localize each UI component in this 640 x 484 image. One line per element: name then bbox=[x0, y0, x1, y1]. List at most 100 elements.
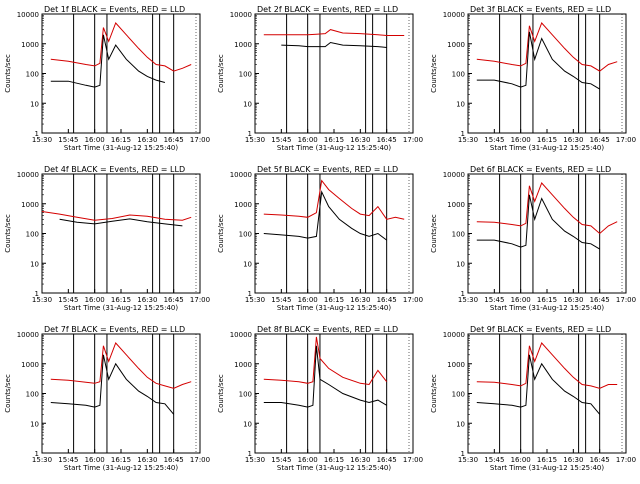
y-tick-label: 100 bbox=[452, 71, 465, 79]
lld-series-line bbox=[41, 211, 192, 221]
y-tick-label: 1 bbox=[35, 450, 39, 458]
x-tick-label: 16:30 bbox=[137, 136, 157, 144]
events-series-line bbox=[476, 31, 600, 90]
y-tick-label: 10000 bbox=[443, 331, 465, 339]
y-tick-label: 10000 bbox=[17, 171, 39, 179]
x-axis-title: Start Time (31-Aug-12 15:25:40) bbox=[64, 304, 178, 312]
x-tick-label: 16:00 bbox=[298, 136, 318, 144]
y-tick-label: 100 bbox=[452, 231, 465, 239]
x-tick-label: 15:30 bbox=[458, 296, 478, 304]
events-series-line bbox=[50, 354, 175, 415]
y-tick-label: 10 bbox=[243, 260, 252, 268]
y-tick-label: 10000 bbox=[230, 171, 252, 179]
lld-series-line bbox=[263, 29, 405, 36]
lld-series-line bbox=[476, 22, 618, 72]
y-tick-label: 10000 bbox=[443, 171, 465, 179]
panel-title: Det 8f BLACK = Events, RED = LLD bbox=[257, 325, 398, 334]
y-tick-label: 1 bbox=[248, 130, 252, 138]
panel-title: Det 9f BLACK = Events, RED = LLD bbox=[470, 325, 611, 334]
y-tick-label: 10 bbox=[456, 100, 465, 108]
y-tick-label: 10000 bbox=[230, 11, 252, 19]
panel-title: Det 3f BLACK = Events, RED = LLD bbox=[470, 5, 611, 14]
y-tick-label: 100 bbox=[452, 391, 465, 399]
x-tick-label: 15:30 bbox=[458, 456, 478, 464]
x-tick-label: 16:15 bbox=[111, 456, 131, 464]
x-axis-title: Start Time (31-Aug-12 15:25:40) bbox=[64, 464, 178, 472]
x-tick-label: 16:45 bbox=[377, 296, 397, 304]
y-tick-label: 100 bbox=[239, 391, 252, 399]
y-tick-label: 10 bbox=[30, 100, 39, 108]
x-tick-label: 16:00 bbox=[85, 296, 105, 304]
lld-series-line bbox=[263, 336, 388, 386]
plot-frame bbox=[467, 13, 627, 134]
y-tick-label: 10 bbox=[243, 100, 252, 108]
lld-series-line bbox=[263, 179, 405, 220]
panel-4: Det 4f BLACK = Events, RED = LLD 1 10 100 10… bbox=[4, 165, 210, 312]
x-tick-label: 16:30 bbox=[350, 296, 370, 304]
y-tick-label: 100 bbox=[239, 71, 252, 79]
plot-frame bbox=[254, 333, 414, 454]
panel-6: Det 6f BLACK = Events, RED = LLD 1 10 100 10… bbox=[430, 165, 636, 312]
x-tick-label: 15:45 bbox=[58, 296, 78, 304]
x-tick-label: 15:30 bbox=[245, 136, 265, 144]
x-tick-label: 16:15 bbox=[537, 456, 557, 464]
events-series-line bbox=[59, 218, 183, 227]
panel-title: Det 7f BLACK = Events, RED = LLD bbox=[44, 325, 185, 334]
x-tick-label: 16:00 bbox=[85, 136, 105, 144]
y-tick-label: 10 bbox=[30, 420, 39, 428]
y-tick-label: 100 bbox=[26, 391, 39, 399]
y-tick-label: 1 bbox=[35, 290, 39, 298]
y-axis-title: Counts/sec bbox=[430, 54, 438, 93]
y-tick-label: 1000 bbox=[447, 361, 465, 369]
events-series-line bbox=[281, 41, 387, 48]
x-tick-label: 16:00 bbox=[511, 296, 531, 304]
x-tick-label: 16:30 bbox=[563, 456, 583, 464]
x-tick-label: 15:30 bbox=[32, 136, 52, 144]
y-tick-label: 100 bbox=[239, 231, 252, 239]
x-tick-label: 17:00 bbox=[190, 136, 210, 144]
lld-series-line bbox=[50, 342, 192, 389]
events-series-line bbox=[263, 345, 387, 408]
x-tick-label: 17:00 bbox=[616, 296, 636, 304]
x-tick-label: 16:00 bbox=[85, 456, 105, 464]
x-tick-label: 16:00 bbox=[511, 456, 531, 464]
x-axis-title: Start Time (31-Aug-12 15:25:40) bbox=[64, 144, 178, 152]
x-tick-label: 16:45 bbox=[164, 136, 184, 144]
x-tick-label: 15:30 bbox=[245, 456, 265, 464]
panel-7: Det 7f BLACK = Events, RED = LLD 1 10 100 10… bbox=[4, 325, 210, 472]
y-axis-title: Counts/sec bbox=[217, 214, 225, 253]
panel-title: Det 1f BLACK = Events, RED = LLD bbox=[44, 5, 185, 14]
x-axis-title: Start Time (31-Aug-12 15:25:40) bbox=[277, 304, 391, 312]
y-axis-title: Counts/sec bbox=[217, 54, 225, 93]
y-tick-label: 10000 bbox=[443, 11, 465, 19]
plot-frame bbox=[467, 173, 627, 294]
y-tick-label: 1 bbox=[248, 290, 252, 298]
y-tick-label: 1 bbox=[35, 130, 39, 138]
panel-2: Det 2f BLACK = Events, RED = LLD 1 10 100 10… bbox=[217, 5, 423, 152]
plot-frame bbox=[254, 173, 414, 294]
y-tick-label: 10 bbox=[243, 420, 252, 428]
x-axis-title: Start Time (31-Aug-12 15:25:40) bbox=[490, 304, 604, 312]
y-tick-label: 10000 bbox=[230, 331, 252, 339]
plot-frame bbox=[467, 333, 627, 454]
x-tick-label: 15:30 bbox=[458, 136, 478, 144]
x-tick-label: 16:15 bbox=[537, 136, 557, 144]
y-axis-title: Counts/sec bbox=[4, 374, 12, 413]
x-tick-label: 17:00 bbox=[403, 136, 423, 144]
y-axis-title: Counts/sec bbox=[217, 374, 225, 413]
x-axis-title: Start Time (31-Aug-12 15:25:40) bbox=[277, 464, 391, 472]
y-tick-label: 1 bbox=[461, 450, 465, 458]
y-tick-label: 1000 bbox=[447, 41, 465, 49]
y-tick-label: 1000 bbox=[21, 361, 39, 369]
x-tick-label: 16:15 bbox=[111, 296, 131, 304]
panel-title: Det 5f BLACK = Events, RED = LLD bbox=[257, 165, 398, 174]
panel-8: Det 8f BLACK = Events, RED = LLD 1 10 100 10… bbox=[217, 325, 423, 472]
y-axis-title: Counts/sec bbox=[430, 214, 438, 253]
panel-title: Det 4f BLACK = Events, RED = LLD bbox=[44, 165, 185, 174]
x-axis-title: Start Time (31-Aug-12 15:25:40) bbox=[277, 144, 391, 152]
x-tick-label: 17:00 bbox=[190, 296, 210, 304]
x-tick-label: 15:45 bbox=[271, 136, 291, 144]
x-tick-label: 16:45 bbox=[164, 296, 184, 304]
